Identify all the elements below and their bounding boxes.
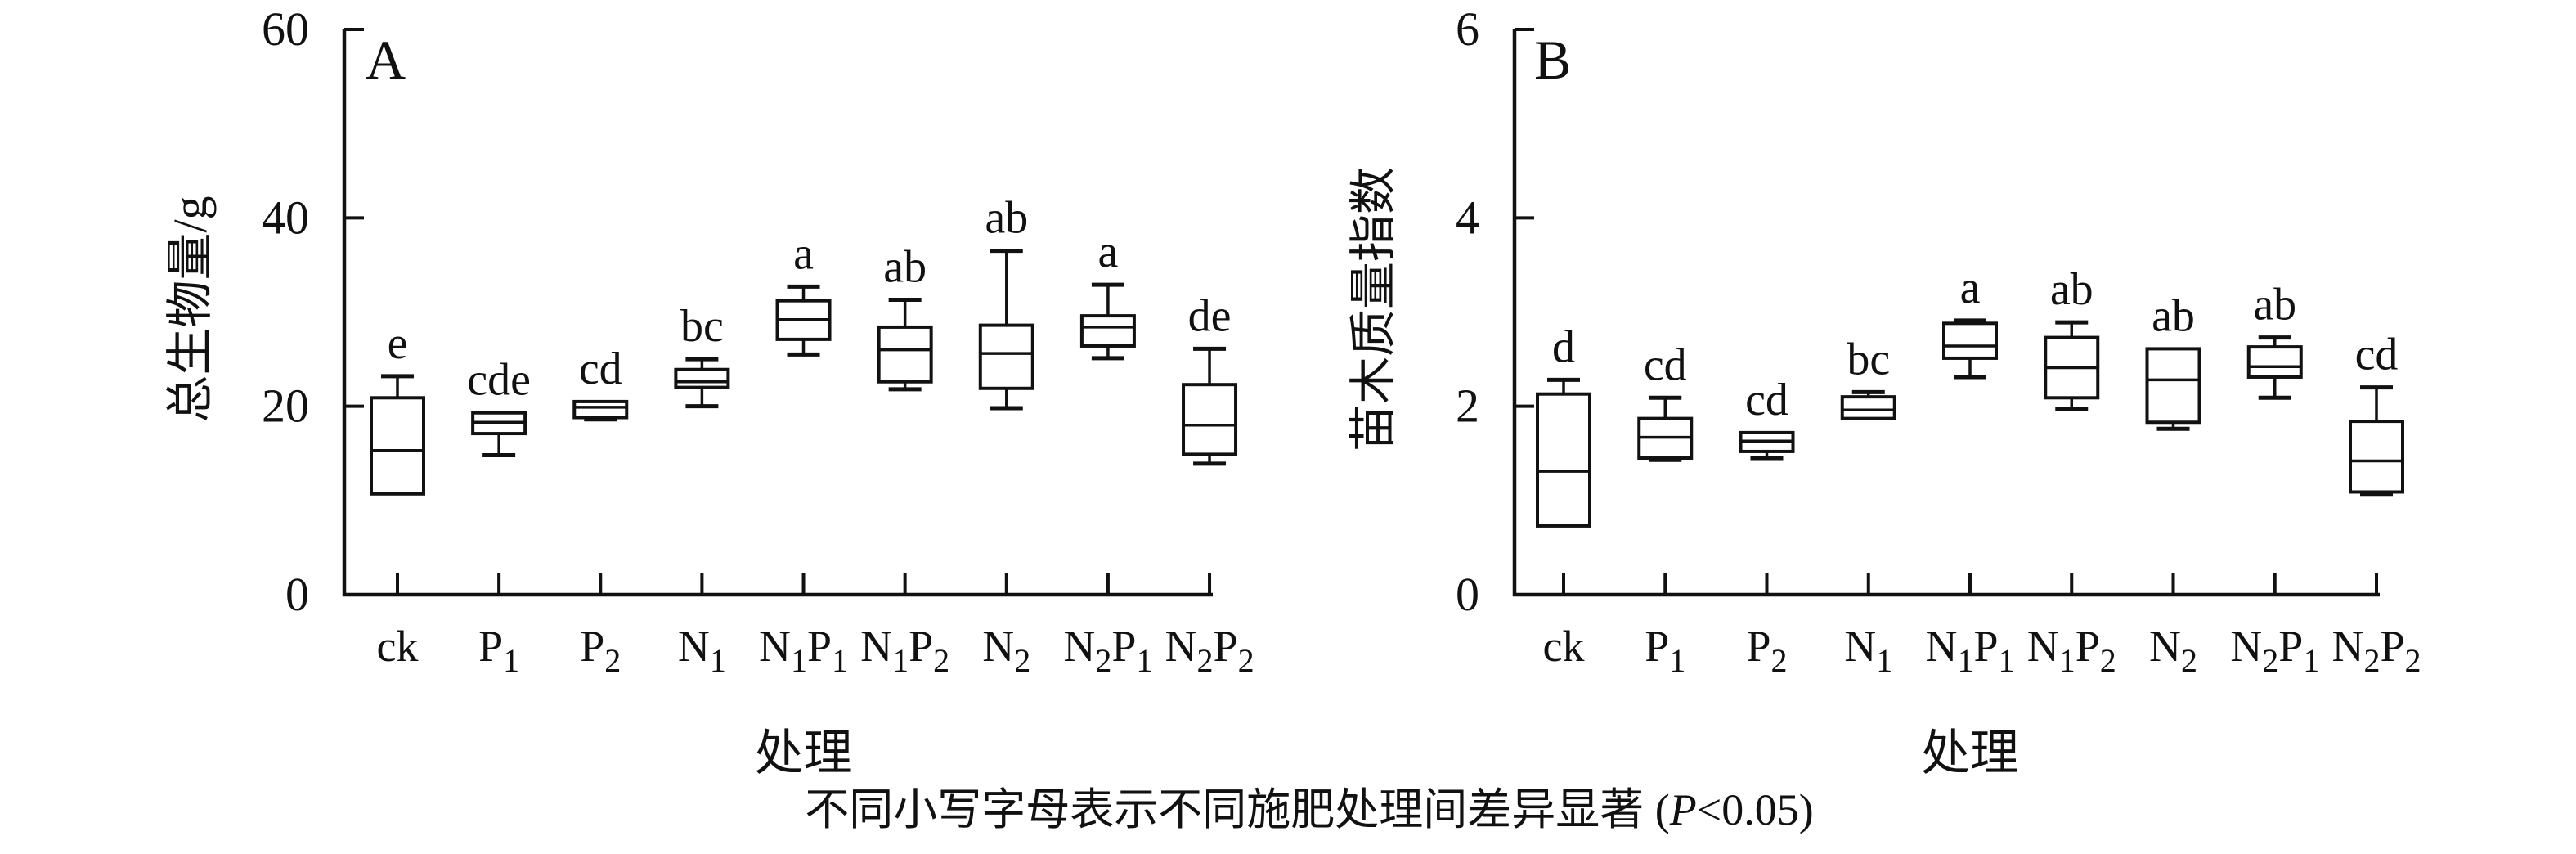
significance-letter: ab	[985, 193, 1028, 244]
y-tick-label: 40	[262, 191, 309, 244]
category-label-N1P2: N1P2	[2027, 622, 2116, 679]
y-axis-title-B: 苗木质量指数	[1347, 167, 1400, 452]
significance-letter: cd	[2355, 330, 2399, 380]
y-tick-label: 0	[1456, 568, 1479, 621]
y-tick-label: 20	[262, 380, 309, 433]
x-axis-title-B: 处理	[1921, 726, 2019, 780]
significance-letter: a	[1960, 263, 1981, 313]
iqr-box	[1079, 314, 1136, 348]
y-tick-label: 2	[1456, 380, 1479, 433]
category-label-N2: N2	[982, 622, 1030, 679]
box-A-N2P2: de	[1182, 290, 1238, 466]
box-A-ck: e	[370, 318, 425, 496]
category-label-P2: P2	[1746, 622, 1787, 679]
box-A-N1: bc	[674, 301, 730, 409]
box-B-N1: bc	[1840, 334, 1896, 420]
category-label-N2P1: N2P1	[1063, 622, 1152, 679]
panel-B: 0 2 4 6 ck P1 P2 N1 N1P1 N1P2 N2 N2P1 N2P2 处理 苗木质量指数 Bd…	[1347, 2, 2421, 780]
category-label-N1P1: N1P1	[1925, 622, 2014, 679]
category-label-P1: P1	[1645, 622, 1685, 679]
panel-letter-A: A	[366, 29, 406, 91]
box-A-P2: cd	[572, 344, 629, 422]
box-B-N2: ab	[2145, 290, 2201, 431]
category-label-N2: N2	[2149, 622, 2197, 679]
category-label-ck: ck	[377, 622, 419, 671]
y-tick-label: 6	[1456, 2, 1479, 56]
box-A-N2: ab	[978, 193, 1034, 411]
iqr-box	[1536, 392, 1591, 528]
axis-B	[1512, 29, 2380, 597]
box-A-N2P1: a	[1079, 227, 1136, 361]
caption-p-symbol: P	[1669, 785, 1697, 834]
x-axis-title-A: 处理	[755, 726, 853, 780]
significance-letter: ab	[2050, 264, 2094, 315]
significance-letter: ab	[883, 242, 927, 293]
category-label-N1P1: N1P1	[759, 622, 848, 679]
box-B-ck: d	[1536, 321, 1591, 528]
category-label-N1: N1	[678, 622, 726, 679]
y-tick-label: 4	[1456, 191, 1479, 244]
iqr-box	[674, 367, 730, 389]
category-label-N2P2: N2P2	[1165, 622, 1254, 679]
category-label-N1: N1	[1844, 622, 1892, 679]
significance-letter: cd	[579, 344, 622, 394]
iqr-box	[877, 325, 933, 384]
panel-letter-B: B	[1534, 29, 1571, 91]
box-B-N1P1: a	[1942, 263, 1998, 380]
y-tick-label: 0	[285, 568, 309, 621]
significance-letter: a	[1097, 227, 1118, 277]
box-A-N1P2: ab	[877, 242, 933, 392]
iqr-box	[2349, 420, 2404, 494]
significance-letter: bc	[680, 301, 724, 352]
caption-prefix: 不同小写字母表示不同施肥处理间差异显著 (	[805, 785, 1669, 834]
iqr-box	[2246, 345, 2303, 379]
category-label-N1P2: N1P2	[860, 622, 949, 679]
category-label-P1: P1	[478, 622, 519, 679]
y-tick-label: 60	[262, 2, 309, 56]
box-A-P1: cde	[467, 355, 531, 458]
figure-caption: 不同小写字母表示不同施肥处理间差异显著 (P<0.05)	[805, 785, 1813, 834]
significance-letter: ab	[2253, 280, 2296, 330]
iqr-box	[370, 396, 425, 496]
caption-suffix: <0.05)	[1697, 785, 1814, 834]
significance-letter: cd	[1745, 375, 1788, 425]
box-B-P1: cd	[1637, 339, 1694, 462]
significance-letter: e	[388, 318, 408, 369]
box-A-N1P1: a	[775, 228, 832, 357]
box-B-N1P2: ab	[2044, 264, 2100, 411]
significance-letter: a	[793, 228, 814, 279]
significance-letter: cde	[467, 355, 531, 406]
iqr-box	[572, 399, 629, 420]
y-axis-title-A: 总生物量/g	[164, 196, 217, 422]
iqr-box	[2145, 347, 2201, 425]
category-label-N2P2: N2P2	[2331, 622, 2421, 679]
significance-letter: de	[1188, 290, 1232, 341]
significance-letter: cd	[1644, 339, 1687, 390]
category-label-N2P1: N2P1	[2230, 622, 2319, 679]
significance-letter: d	[1552, 321, 1575, 372]
iqr-box	[1840, 395, 1896, 420]
significance-letter: ab	[2152, 290, 2195, 341]
iqr-box	[978, 323, 1034, 390]
panel-A: 0 20 40 60 ck P1 P2 N1 N1P1 N1P2 N2 N2P1 N2P2 处理 总生物量/…	[164, 2, 1254, 780]
box-B-N2P2: cd	[2349, 330, 2404, 497]
iqr-box	[1942, 321, 1998, 360]
category-label-ck: ck	[1543, 622, 1585, 671]
iqr-box	[1182, 383, 1238, 456]
significance-letter: bc	[1847, 334, 1890, 384]
category-label-P2: P2	[580, 622, 621, 679]
box-B-P2: cd	[1739, 375, 1795, 461]
box-B-N2P1: ab	[2246, 280, 2303, 400]
